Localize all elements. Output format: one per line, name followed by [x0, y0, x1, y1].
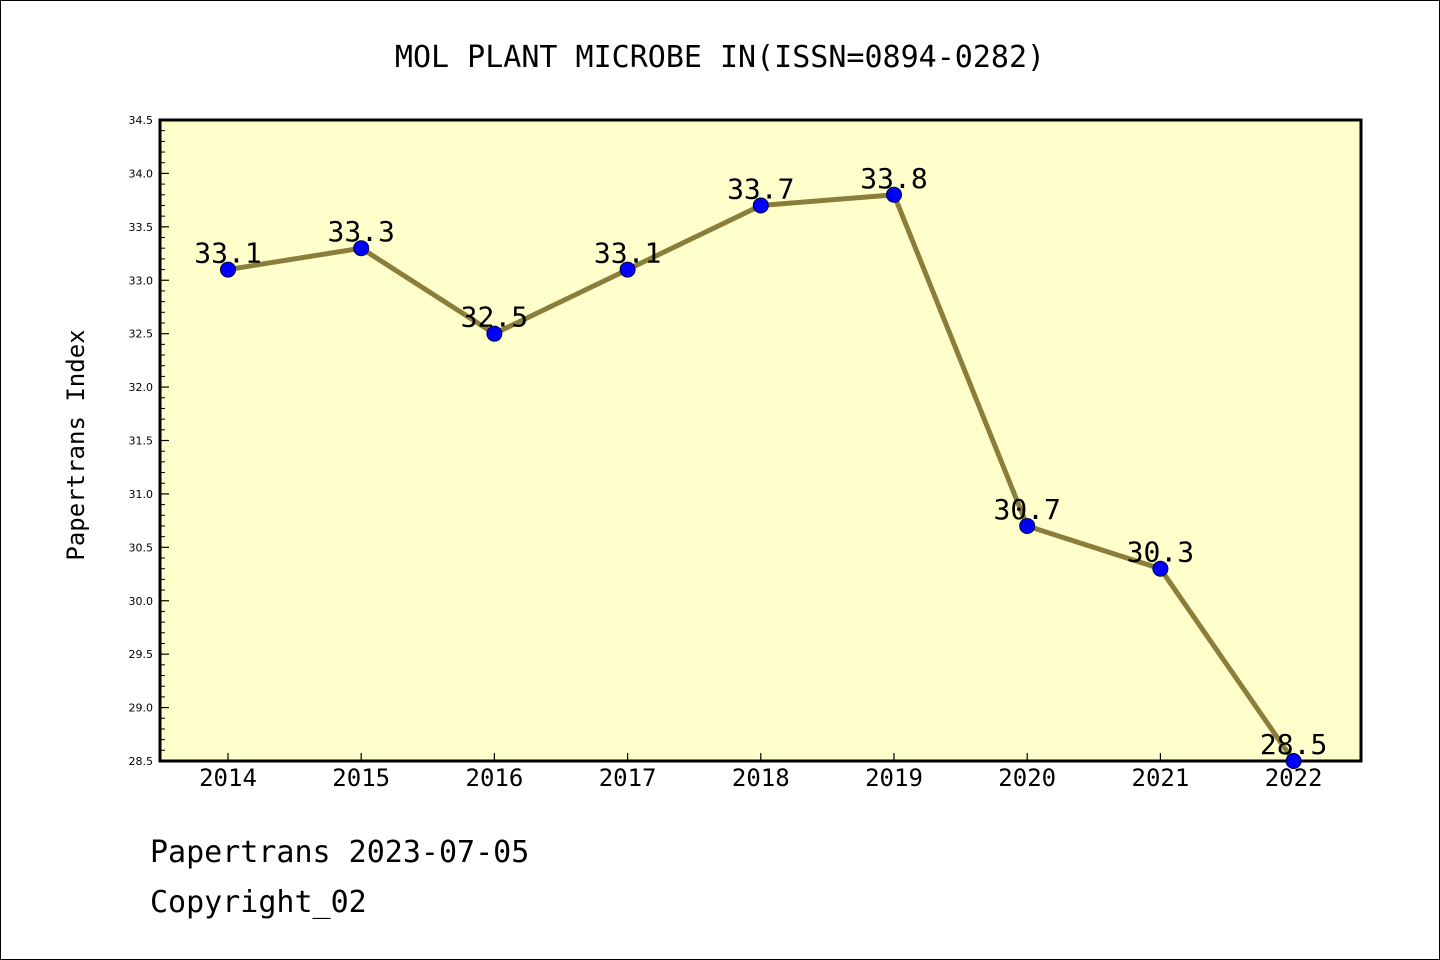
x-tick-label: 2015: [332, 764, 390, 792]
data-label: 32.5: [461, 301, 528, 334]
data-point: [1152, 560, 1169, 577]
plot-area: [158, 118, 1363, 763]
data-point: [1019, 517, 1036, 534]
x-tick-label: 2018: [732, 764, 790, 792]
data-point: [353, 240, 370, 257]
data-label: 33.3: [327, 215, 394, 248]
data-point: [1285, 753, 1302, 769]
data-labels: 33.1 33.3 32.5 33.1 33.7 33.8 30.7 30.3 28.5: [194, 162, 1327, 761]
x-tick-label: 2019: [865, 764, 923, 792]
x-tick-label: 2017: [599, 764, 657, 792]
data-point: [886, 186, 902, 203]
y-tick-label: 33.5: [129, 221, 154, 234]
footer-copyright: Copyright_02: [150, 885, 367, 920]
x-tick-label: 2014: [199, 764, 257, 792]
y-tick-label: 29.0: [129, 702, 154, 715]
data-point: [486, 325, 503, 342]
y-tick-label: 33.0: [129, 274, 154, 287]
data-label: 30.7: [993, 493, 1060, 526]
y-tick-label: 29.5: [129, 648, 154, 661]
footer-date-line: Papertrans 2023-07-05: [150, 835, 530, 870]
y-axis-label: Papertrans Index: [62, 329, 90, 560]
y-tick-label: 28.5: [129, 755, 154, 768]
x-tick-label: 2021: [1132, 764, 1190, 792]
data-label: 33.8: [860, 162, 927, 195]
data-point: [220, 261, 236, 278]
x-axis: 2014 2015 2016 2017 2018 2019 2020 2021 2022: [199, 753, 1322, 792]
data-label: 30.3: [1127, 536, 1194, 569]
data-points: [220, 186, 1302, 769]
y-tick-label: 32.5: [129, 328, 154, 341]
y-tick-label: 32.0: [129, 381, 154, 394]
data-label: 28.5: [1260, 728, 1327, 761]
y-tick-label: 30.0: [129, 595, 154, 608]
x-tick-label: 2020: [998, 764, 1056, 792]
chart-title: MOL PLANT MICROBE IN(ISSN=0894-0282): [395, 40, 1045, 75]
data-point: [619, 261, 636, 278]
y-tick-label: 34.5: [129, 114, 154, 127]
y-tick-label: 34.0: [129, 167, 154, 180]
y-tick-label: 30.5: [129, 541, 154, 554]
x-tick-label: 2016: [466, 764, 524, 792]
y-axis: 28.5 29.0 29.5 30.0 30.5 31.0 31.5 32.0 32.5 33.0…: [129, 114, 169, 768]
data-label: 33.7: [727, 172, 794, 205]
y-tick-label: 31.5: [129, 435, 154, 448]
data-label: 33.1: [194, 237, 261, 270]
y-tick-label: 31.0: [129, 488, 154, 501]
data-label: 33.1: [594, 237, 661, 270]
data-point: [752, 197, 769, 214]
